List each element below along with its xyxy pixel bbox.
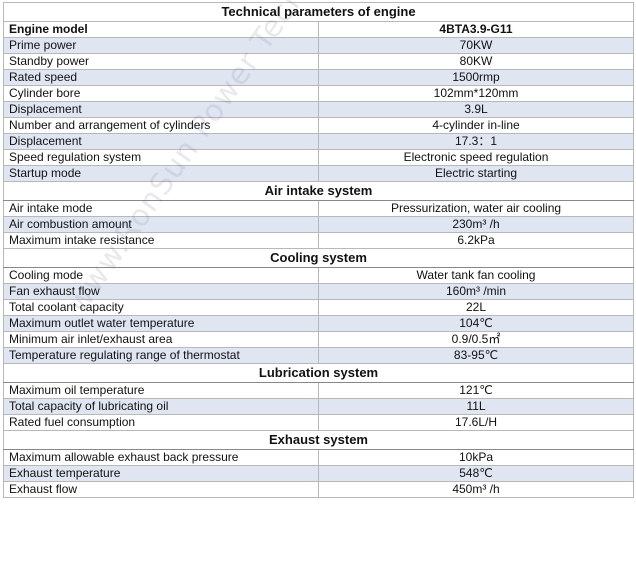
section-title: Cooling system <box>2 248 635 268</box>
table-row: Displacement 3.9L <box>3 101 635 118</box>
param-value: 121℃ <box>317 382 635 399</box>
section-header-lubrication: Lubrication system <box>2 363 635 383</box>
param-value: Pressurization, water air cooling <box>317 200 635 217</box>
param-value: 17.3：1 <box>317 133 635 150</box>
param-value: 83-95℃ <box>317 347 635 364</box>
engine-model-value: 4BTA3.9-G11 <box>317 21 635 38</box>
table-row: Standby power 80KW <box>3 53 635 70</box>
param-label: Displacement <box>3 101 319 118</box>
param-label: Speed regulation system <box>3 149 319 166</box>
table-row: Exhaust temperature 548℃ <box>3 465 635 482</box>
section-header-cooling: Cooling system <box>2 248 635 268</box>
param-label: Maximum allowable exhaust back pressure <box>3 449 319 466</box>
param-label: Standby power <box>3 53 319 70</box>
param-label: Total coolant capacity <box>3 299 319 316</box>
param-label: Air intake mode <box>3 200 319 217</box>
param-value: Electronic speed regulation <box>317 149 635 166</box>
param-label: Maximum oil temperature <box>3 382 319 399</box>
param-label: Cooling mode <box>3 267 319 284</box>
table-row: Prime power 70KW <box>3 37 635 54</box>
param-label: Startup mode <box>3 165 319 182</box>
engine-spec-table: Technical parameters of engine Engine mo… <box>2 2 635 498</box>
param-label: Displacement <box>3 133 319 150</box>
param-value: 10kPa <box>317 449 635 466</box>
param-value: 17.6L/H <box>317 414 635 431</box>
table-title: Technical parameters of engine <box>2 2 635 22</box>
param-value: 0.9/0.5㎡ <box>317 331 635 348</box>
table-row: Total coolant capacity 22L <box>3 299 635 316</box>
param-label: Temperature regulating range of thermost… <box>3 347 319 364</box>
param-label: Exhaust flow <box>3 481 319 498</box>
param-value: 1500rmp <box>317 69 635 86</box>
engine-model-row: Engine model 4BTA3.9-G11 <box>3 21 635 38</box>
param-label: Prime power <box>3 37 319 54</box>
param-value: 4-cylinder in-line <box>317 117 635 134</box>
param-value: 450m³ /h <box>317 481 635 498</box>
table-row: Maximum outlet water temperature 104℃ <box>3 315 635 332</box>
engine-model-label: Engine model <box>3 21 319 38</box>
param-label: Total capacity of lubricating oil <box>3 398 319 415</box>
table-row: Rated fuel consumption 17.6L/H <box>3 414 635 431</box>
table-row: Air intake mode Pressurization, water ai… <box>3 200 635 217</box>
param-label: Number and arrangement of cylinders <box>3 117 319 134</box>
param-value: 22L <box>317 299 635 316</box>
table-row: Startup mode Electric starting <box>3 165 635 182</box>
table-row: Maximum intake resistance 6.2kPa <box>3 232 635 249</box>
param-value: 102mm*120mm <box>317 85 635 102</box>
table-row: Cylinder bore 102mm*120mm <box>3 85 635 102</box>
param-label: Minimum air inlet/exhaust area <box>3 331 319 348</box>
param-label: Exhaust temperature <box>3 465 319 482</box>
param-value: Water tank fan cooling <box>317 267 635 284</box>
param-value: 230m³ /h <box>317 216 635 233</box>
section-title: Lubrication system <box>2 363 635 383</box>
param-label: Rated fuel consumption <box>3 414 319 431</box>
table-row: Displacement 17.3：1 <box>3 133 635 150</box>
param-value: 104℃ <box>317 315 635 332</box>
section-title: Air intake system <box>2 181 635 201</box>
table-row: Air combustion amount 230m³ /h <box>3 216 635 233</box>
param-label: Maximum outlet water temperature <box>3 315 319 332</box>
param-value: 548℃ <box>317 465 635 482</box>
table-row: Maximum allowable exhaust back pressure … <box>3 449 635 466</box>
section-header-air-intake: Air intake system <box>2 181 635 201</box>
section-title: Exhaust system <box>2 430 635 450</box>
param-label: Fan exhaust flow <box>3 283 319 300</box>
param-value: 6.2kPa <box>317 232 635 249</box>
param-label: Air combustion amount <box>3 216 319 233</box>
param-label: Maximum intake resistance <box>3 232 319 249</box>
table-title-row: Technical parameters of engine <box>2 2 635 22</box>
param-value: 80KW <box>317 53 635 70</box>
param-label: Rated speed <box>3 69 319 86</box>
table-row: Rated speed 1500rmp <box>3 69 635 86</box>
param-value: 70KW <box>317 37 635 54</box>
table-row: Temperature regulating range of thermost… <box>3 347 635 364</box>
table-row: Total capacity of lubricating oil 11L <box>3 398 635 415</box>
param-value: 160m³ /min <box>317 283 635 300</box>
param-value: 3.9L <box>317 101 635 118</box>
section-header-exhaust: Exhaust system <box>2 430 635 450</box>
param-label: Cylinder bore <box>3 85 319 102</box>
table-row: Exhaust flow 450m³ /h <box>3 481 635 498</box>
table-row: Number and arrangement of cylinders 4-cy… <box>3 117 635 134</box>
param-value: Electric starting <box>317 165 635 182</box>
table-row: Maximum oil temperature 121℃ <box>3 382 635 399</box>
table-row: Cooling mode Water tank fan cooling <box>3 267 635 284</box>
param-value: 11L <box>317 398 635 415</box>
table-row: Minimum air inlet/exhaust area 0.9/0.5㎡ <box>3 331 635 348</box>
table-row: Speed regulation system Electronic speed… <box>3 149 635 166</box>
table-row: Fan exhaust flow 160m³ /min <box>3 283 635 300</box>
